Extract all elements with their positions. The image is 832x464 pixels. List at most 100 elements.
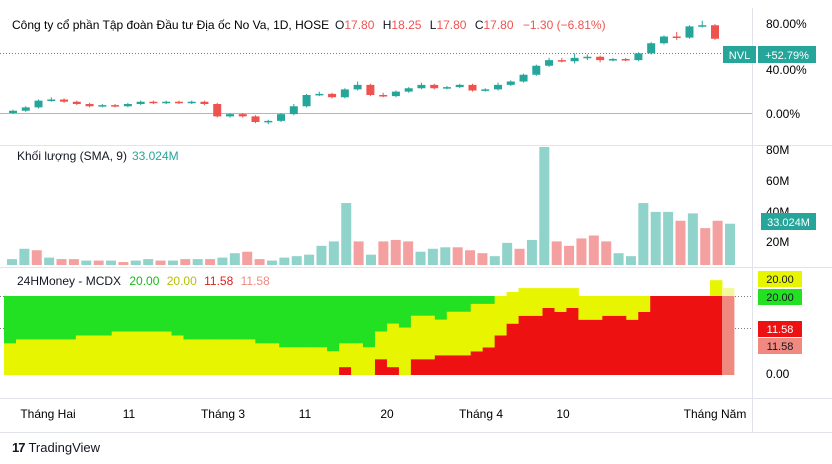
volume-bar bbox=[378, 241, 389, 265]
candle-body bbox=[200, 101, 209, 104]
mcdx-yellow-bar bbox=[590, 296, 603, 320]
volume-bar bbox=[452, 247, 463, 265]
mcdx-yellow-bar bbox=[530, 288, 543, 316]
candle-body bbox=[596, 56, 605, 61]
pct-badge-text: +52.79% bbox=[765, 50, 809, 62]
mcdx-red-bar bbox=[662, 296, 675, 375]
mcdx-red-bar bbox=[614, 315, 627, 375]
candle-body bbox=[442, 87, 451, 89]
tradingview-logo-icon: 17 bbox=[12, 439, 26, 455]
mcdx-green-bar bbox=[374, 296, 388, 332]
candle-body bbox=[621, 59, 630, 61]
volume-bar bbox=[19, 248, 30, 265]
volume-bar bbox=[304, 254, 315, 265]
mcdx-red-bar bbox=[698, 296, 711, 375]
mcdx-red-bar bbox=[638, 311, 651, 375]
volume-bar bbox=[7, 259, 17, 265]
mcdx-yellow-bar bbox=[243, 339, 256, 375]
mcdx-yellow-bar bbox=[374, 331, 388, 360]
mcdx-red-bar bbox=[578, 319, 591, 375]
volume-bar bbox=[316, 245, 327, 265]
mcdx-red-bar bbox=[602, 315, 615, 375]
mcdx-yellow-bar bbox=[111, 331, 125, 375]
volume-legend: Khối lượng (SMA, 9) 33.024M bbox=[17, 149, 179, 163]
volume-bar bbox=[700, 228, 711, 265]
candle-body bbox=[238, 114, 247, 117]
candle-body bbox=[174, 101, 183, 104]
volume-bar bbox=[588, 235, 599, 265]
candle-body bbox=[34, 100, 43, 108]
volume-bar bbox=[217, 257, 228, 265]
candle-body bbox=[149, 101, 158, 104]
x-tick: Tháng Năm bbox=[684, 407, 747, 421]
volume-bar bbox=[427, 248, 438, 265]
candle-body bbox=[519, 74, 528, 82]
mcdx-green-bar bbox=[39, 296, 53, 340]
candle-body bbox=[136, 101, 145, 104]
mcdx-yellow-bar bbox=[15, 339, 29, 375]
ohlc-values: O17.80 H18.25 L17.80 C17.80 −1.30 (−6.81… bbox=[335, 18, 606, 32]
mcdx-green-bar bbox=[315, 296, 328, 348]
candle-body bbox=[698, 25, 707, 27]
mcdx-green-bar bbox=[231, 296, 244, 340]
volume-badge bbox=[761, 213, 816, 230]
mcdx-green-bar bbox=[243, 296, 256, 340]
mcdx-yellow-bar bbox=[494, 296, 508, 336]
candle-body bbox=[685, 26, 694, 38]
chart-title: Công ty cổ phần Tập đoàn Đầu tư Địa ốc N… bbox=[12, 18, 329, 32]
mcdx-red-bar bbox=[674, 296, 687, 375]
candle-body bbox=[302, 95, 311, 107]
candle-body bbox=[187, 101, 196, 104]
mcdx-yellow-bar bbox=[147, 331, 160, 375]
volume-bar bbox=[93, 260, 104, 265]
candle-body bbox=[711, 25, 719, 39]
volume-bar bbox=[465, 250, 476, 265]
mcdx-red-bar bbox=[339, 367, 352, 375]
x-tick: 11 bbox=[123, 407, 136, 421]
volume-bar bbox=[167, 260, 178, 265]
volume-bar bbox=[254, 259, 265, 265]
mcdx-green-bar bbox=[351, 296, 364, 344]
volume-bar bbox=[242, 251, 253, 265]
volume-bar bbox=[328, 241, 339, 265]
mcdx-yellow-bar bbox=[303, 347, 316, 375]
candle-body bbox=[659, 36, 668, 44]
x-tick: Tháng Hai bbox=[20, 407, 75, 421]
candle-body bbox=[532, 65, 541, 75]
mcdx-yellow-bar bbox=[195, 339, 208, 375]
mcdx-red-bar bbox=[386, 367, 400, 375]
volume-tick: 20M bbox=[766, 235, 789, 249]
mcdx-green-bar bbox=[410, 296, 424, 316]
candle-body bbox=[583, 56, 592, 59]
candle-body bbox=[72, 101, 81, 104]
volume-bar bbox=[266, 260, 277, 265]
mcdx-yellow-bar bbox=[219, 339, 232, 375]
mcdx-green-bar bbox=[207, 296, 220, 340]
volume-bar bbox=[291, 256, 302, 265]
mcdx-yellow-bar bbox=[422, 315, 436, 360]
symbol-badge-text: NVL bbox=[729, 50, 750, 62]
candle-body bbox=[545, 60, 554, 66]
volume-bar bbox=[192, 259, 203, 265]
mcdx-bars bbox=[4, 280, 735, 375]
mcdx-red-bar bbox=[650, 296, 663, 375]
mcdx-yellow-bar bbox=[207, 339, 220, 375]
mcdx-badge-text: 20.00 bbox=[766, 274, 794, 286]
mcdx-green-bar bbox=[27, 296, 41, 340]
mcdx-red-bar bbox=[626, 319, 639, 375]
volume-bar bbox=[143, 259, 154, 265]
mcdx-red-bar bbox=[554, 311, 567, 375]
mcdx-red-bar bbox=[542, 307, 555, 375]
mcdx-badge-yellow bbox=[758, 271, 802, 287]
brand-name: TradingView bbox=[28, 439, 101, 455]
mcdx-green-bar bbox=[446, 296, 460, 312]
candle-body bbox=[60, 99, 69, 102]
candle-body bbox=[315, 93, 324, 96]
mcdx-legend: 24HMoney - MCDX 20.00 20.00 11.58 11.58 bbox=[17, 274, 270, 288]
mcdx-green-bar bbox=[159, 296, 172, 332]
mcdx-yellow-bar bbox=[578, 296, 591, 320]
volume-bar bbox=[564, 245, 575, 265]
volume-tick: 80M bbox=[766, 143, 789, 157]
mcdx-green-bar bbox=[327, 296, 340, 352]
mcdx-yellow-bar bbox=[51, 339, 65, 375]
